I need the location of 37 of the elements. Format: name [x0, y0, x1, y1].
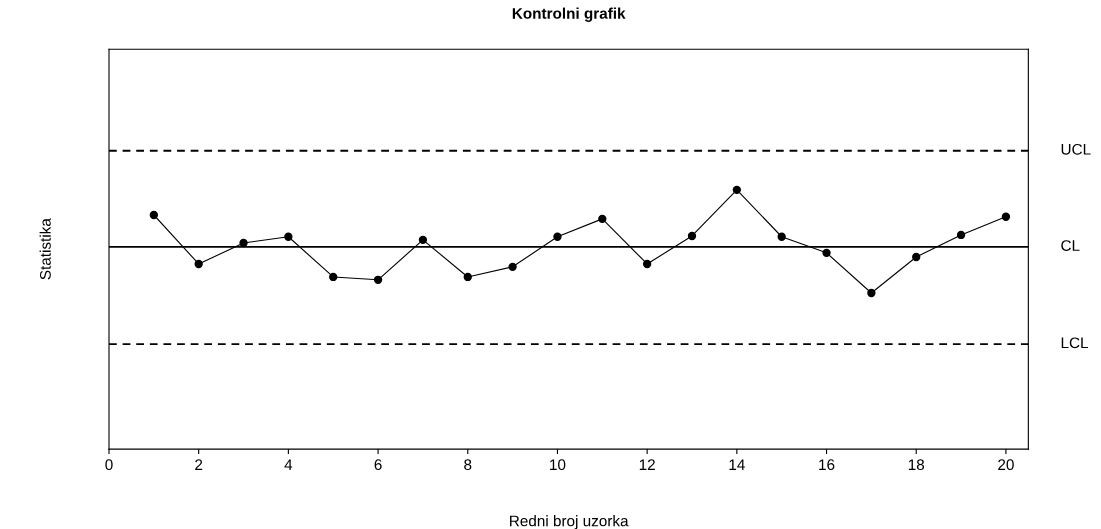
ref-line-label: CL: [1061, 240, 1080, 251]
x-axis-title: Redni broj uzorka: [510, 515, 629, 529]
x-tick-label: 16: [819, 459, 835, 471]
chart-title: Kontrolni grafik: [512, 7, 626, 22]
point: [373, 275, 383, 284]
point: [777, 232, 786, 241]
point: [329, 272, 338, 282]
x-tick-label: 6: [374, 459, 382, 471]
point: [463, 272, 472, 282]
point: [418, 235, 428, 245]
x-tick-label: 18: [908, 459, 925, 471]
point: [867, 288, 876, 298]
x-tick-label: 10: [550, 459, 566, 471]
point: [822, 248, 831, 258]
point: [642, 259, 652, 269]
point: [553, 232, 562, 241]
point: [732, 185, 742, 194]
ref-line-label: UCL: [1061, 143, 1091, 155]
y-axis-title: Statistika: [39, 218, 51, 280]
x-tick-label: 12: [639, 459, 655, 470]
x-tick-label: 20: [998, 459, 1014, 471]
x-tick-label: 8: [464, 459, 472, 471]
point: [194, 259, 203, 269]
point: [956, 230, 966, 240]
x-tick-label: 2: [195, 459, 203, 470]
point: [239, 238, 248, 248]
point: [508, 262, 517, 272]
x-tick-label: 4: [284, 459, 293, 470]
point: [1001, 212, 1011, 221]
ref-line-label: LCL: [1061, 337, 1089, 349]
point: [687, 231, 697, 241]
x-tick-label: 0: [105, 459, 113, 471]
x-tick-label: 14: [729, 459, 745, 470]
point: [912, 252, 921, 262]
point: [284, 232, 293, 241]
point: [149, 210, 159, 220]
point: [598, 214, 607, 224]
